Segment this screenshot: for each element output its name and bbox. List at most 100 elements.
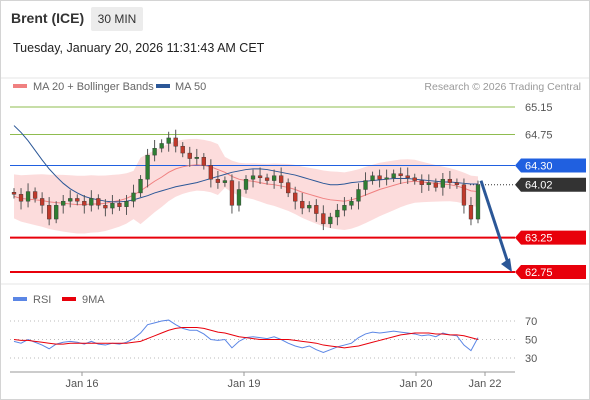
candle-body [243,178,249,190]
candle-body [475,184,481,220]
candle-body [138,178,143,194]
x-tick-label: Jan 19 [227,378,260,390]
candle-body [335,209,340,218]
candle-body [96,198,101,206]
x-tick-label: Jan 22 [468,378,501,390]
candle-body [307,205,312,209]
timeframe-button[interactable]: 30 MIN [91,7,143,31]
candle-body [300,200,305,209]
rsi-tick-label: 30 [525,353,537,365]
candle-body [201,156,206,166]
projection-arrow-shaft [479,180,510,264]
candle-body [349,200,354,206]
level-tag-box-support [515,265,586,279]
level-tag-support: 62.75 [525,267,553,279]
rsi-tick-label: 50 [525,335,537,347]
level-tag-last: 64.02 [525,180,553,192]
level-tag-box-pivot [515,158,586,173]
level-tag-resistance: 65.15 [525,102,553,114]
rsi-ma-legend-label: 9MA [82,294,105,306]
rsi-ma-line [13,326,479,349]
candle-body [18,194,24,202]
candle-body [47,205,52,220]
candle-body [54,205,59,220]
rsi-legend-swatch [13,297,27,301]
ma20-legend-swatch [13,84,27,88]
projection-arrow-head [501,258,512,272]
candle-body [32,191,38,199]
ma20-legend-label: MA 20 + Bollinger Bands [33,81,154,93]
rsi-tick-label: 70 [525,316,537,328]
candle-body [363,180,368,190]
candle-body [68,198,73,202]
candle-body [405,175,410,179]
candle-body [433,182,438,188]
rsi-ma-legend-swatch [62,297,76,301]
projection-arrow [479,180,512,272]
x-axis: Jan 16 Jan 19 Jan 20 Jan 22 [65,372,502,390]
candle-body [110,203,115,209]
candle-body [328,216,333,225]
candle-body [370,175,375,181]
candle-body [250,175,256,180]
candle-body [279,175,284,183]
x-tick-label: Jan 16 [65,378,98,390]
candle-body [89,198,94,206]
candle-body [447,178,453,183]
candle-body [152,148,157,156]
candle-body [461,184,467,206]
candle-body [173,137,178,147]
candle-body [440,178,445,188]
candle-body [321,213,326,225]
level-tag-box-last [515,177,586,192]
rsi-legend-label: RSI [33,294,51,306]
candle-body [215,178,221,183]
candle-body [25,191,31,202]
candle-body [11,192,17,195]
candle-body [117,203,122,207]
candle-body [124,200,129,207]
candle-body [398,173,403,176]
ma50-legend-swatch [156,84,170,88]
candle-body [75,198,80,202]
candle-body [356,189,361,202]
candle-body [314,205,319,214]
candle-body [377,175,382,180]
candle-body [82,200,87,206]
candle-body [208,165,213,180]
candle-body [229,180,235,206]
candle-body [131,192,136,202]
candle-body [271,175,277,181]
candle-body [342,205,347,211]
candle-body [180,145,185,154]
chart-datetime: Tuesday, January 20, 2026 11:31:43 AM CE… [13,41,265,55]
candle-body [426,182,431,185]
candle-body [384,177,389,180]
ma50-legend-label: MA 50 [175,81,206,93]
candle-body [39,198,45,206]
candle-body [194,156,199,159]
candle-body [468,205,474,220]
rsi-pane: 70 50 30 [10,316,537,365]
candle-body [454,182,460,185]
candle-body [222,180,228,183]
candle-body [257,175,263,179]
candle-body [103,205,108,209]
level-tags: 65.15 64.75 64.30 64.02 63.25 62.75 [515,102,586,279]
rsi-line [13,319,479,353]
level-tag-resistance: 64.75 [525,130,553,142]
candle-body [286,182,291,194]
candle-body [166,137,171,144]
candles [11,129,481,231]
candle-body [236,189,242,206]
level-lines [10,106,515,273]
level-tag-box-support [515,230,586,245]
candle-body [419,180,424,185]
candle-body [159,143,164,149]
candle-body [187,152,192,159]
candle-body [61,200,66,206]
x-tick-label: Jan 20 [399,378,432,390]
candle-body [293,192,298,202]
candle-body [412,177,417,181]
